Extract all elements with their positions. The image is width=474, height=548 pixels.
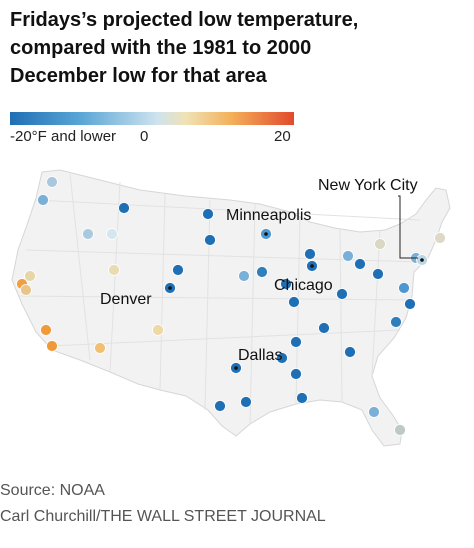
station-marker [344, 346, 356, 358]
city-label-dallas: Dallas [238, 347, 282, 364]
station-marker [108, 264, 120, 276]
station-marker [336, 288, 348, 300]
title-line-2: compared with the 1981 to 2000 [10, 37, 312, 59]
station-marker [342, 250, 354, 262]
station-marker [398, 282, 410, 294]
station-marker [46, 176, 58, 188]
credit-line: Carl Churchill/THE WALL STREET JOURNAL [0, 508, 326, 525]
station-marker [374, 238, 386, 250]
city-label-new-york-city: New York City [318, 177, 418, 194]
city-labels: New York City Minneapolis Chicago Denver… [100, 177, 418, 364]
station-markers [16, 176, 446, 436]
legend-max-label: 20 [274, 128, 291, 145]
station-marker [238, 270, 250, 282]
city-center-dot [168, 286, 172, 290]
station-marker [318, 322, 330, 334]
station-marker [172, 264, 184, 276]
city-center-dot [420, 258, 424, 262]
station-marker [404, 298, 416, 310]
legend-min-label: -20°F and lower [10, 128, 117, 145]
state-borders [19, 173, 421, 425]
us-map: New York City Minneapolis Chicago Denver… [11, 169, 451, 447]
station-marker [24, 270, 36, 282]
station-marker [290, 368, 302, 380]
city-label-chicago: Chicago [274, 277, 333, 294]
station-marker [202, 208, 214, 220]
station-marker [240, 396, 252, 408]
station-marker [372, 268, 384, 280]
station-marker [290, 336, 302, 348]
legend-mid-label: 0 [140, 128, 149, 145]
station-marker [280, 278, 292, 290]
station-marker [390, 316, 402, 328]
station-marker [94, 342, 106, 354]
station-marker [368, 406, 380, 418]
station-marker [354, 258, 366, 270]
city-center-dot [234, 366, 238, 370]
station-marker [40, 324, 52, 336]
title-line-1: Fridays’s projected low temperature, [10, 9, 359, 31]
station-marker [214, 400, 226, 412]
station-marker [152, 324, 164, 336]
station-marker [304, 248, 316, 260]
station-marker [394, 424, 406, 436]
station-marker [46, 340, 58, 352]
city-label-minneapolis: Minneapolis [226, 207, 311, 224]
new-york-city-leader-line [398, 195, 418, 259]
color-legend: -20°F and lower 0 20 [10, 112, 294, 152]
station-marker [256, 266, 268, 278]
city-label-denver: Denver [100, 291, 152, 308]
station-marker [37, 194, 49, 206]
legend-color-scale [10, 112, 294, 125]
chart-title: Fridays’s projected low temperature, com… [10, 6, 465, 90]
station-marker [118, 202, 130, 214]
station-marker [20, 284, 32, 296]
station-marker [204, 234, 216, 246]
station-marker [296, 392, 308, 404]
source-note: Source: NOAA [0, 482, 105, 499]
station-marker [276, 352, 288, 364]
station-marker [106, 228, 118, 240]
title-line-3: December low for that area [10, 65, 267, 87]
station-marker [288, 296, 300, 308]
station-marker [82, 228, 94, 240]
station-marker [434, 232, 446, 244]
city-center-dot [310, 264, 314, 268]
city-center-dot [264, 232, 268, 236]
